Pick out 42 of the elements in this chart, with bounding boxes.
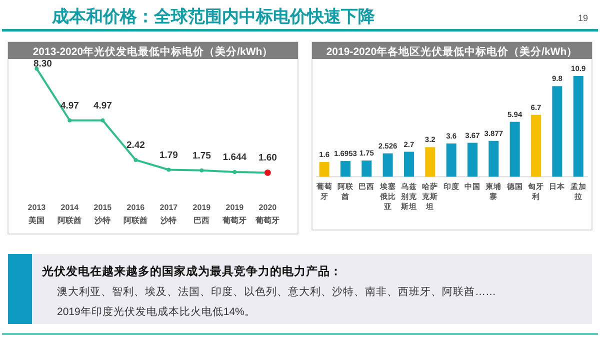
- x-tick-label: 2017 沙特: [160, 203, 178, 225]
- point: [232, 170, 237, 174]
- bar: [446, 143, 456, 177]
- bar: [552, 86, 562, 177]
- data-label: 1.60: [258, 152, 277, 164]
- bar: [488, 140, 499, 177]
- bar: [340, 161, 350, 177]
- x-tick-label: 2019 巴西: [192, 203, 212, 225]
- text: 2019年印度光伏发电成本比火电低14%。: [57, 305, 256, 318]
- point: [68, 118, 72, 122]
- data-label: 4.97: [93, 100, 112, 112]
- point: [200, 168, 204, 172]
- x-tick-label: 2015 沙特: [94, 203, 112, 225]
- text: 光伏发电在越来越多的国家成为最具竞争力的电力产品：: [41, 264, 342, 278]
- data-label: 8.30: [33, 58, 52, 70]
- x-tick-label: 2019 葡萄牙: [222, 203, 247, 225]
- text: 澳大利亚、智利、埃及、法国、印度、以色列、意大利、沙特、南非、西班牙、阿联酋……: [57, 285, 496, 298]
- bar: [425, 147, 436, 177]
- point: [134, 158, 138, 162]
- bar: [467, 142, 478, 177]
- bar: [362, 160, 372, 177]
- chart-title: 2019-2020年各地区光伏最低中标电价（美分/kWh）: [326, 45, 578, 58]
- chart-title: 2013-2020年光伏发电最低中标电价（美分/kWh）: [32, 45, 274, 58]
- data-label: 4.97: [60, 100, 79, 112]
- data-label: 2.42: [126, 140, 145, 151]
- point: [166, 168, 171, 172]
- bar: [319, 162, 330, 177]
- x-tick-label: 2014 阿联酋: [58, 203, 82, 225]
- bar: [404, 152, 414, 177]
- data-label: 1.79: [159, 150, 178, 161]
- data-label: 1.644: [222, 152, 248, 164]
- x-tick-label: 2016 阿联酋: [124, 203, 148, 225]
- point: [100, 118, 105, 122]
- text: 成本和价格：全球范围内中标电价快速下降: [51, 7, 376, 26]
- data-label: 1.75: [192, 150, 212, 162]
- bar: [382, 153, 393, 177]
- bar: [573, 76, 584, 177]
- bar: [510, 122, 520, 177]
- bar: [531, 114, 541, 177]
- x-tick-label: 2020 葡萄牙: [254, 203, 280, 225]
- x-tick-label: 2013 美国: [28, 203, 46, 225]
- text: 19: [578, 13, 588, 23]
